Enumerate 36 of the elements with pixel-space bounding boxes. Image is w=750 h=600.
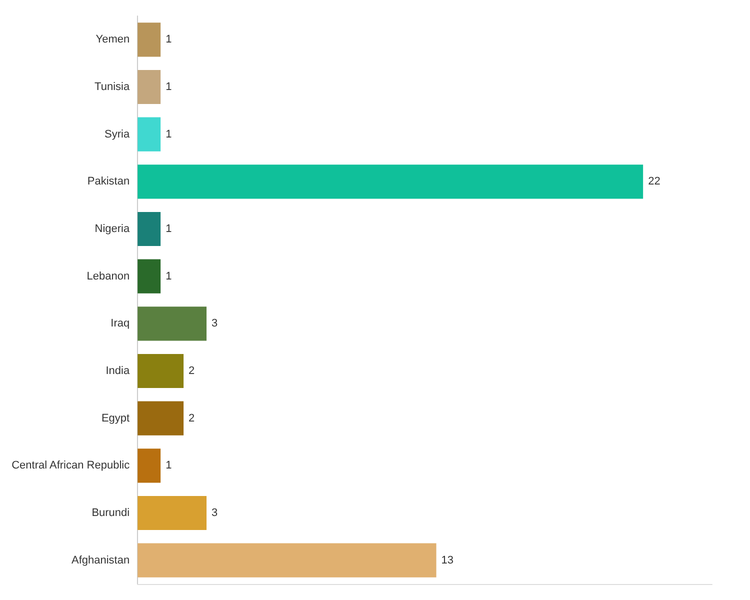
y-tick-label: Syria <box>104 128 130 140</box>
bar <box>138 22 161 57</box>
y-tick-label: Afghanistan <box>72 554 130 566</box>
bar <box>138 543 436 578</box>
y-tick-label: Central African Republic <box>12 460 130 472</box>
data-label: 2 <box>188 412 195 424</box>
bar <box>138 212 161 246</box>
y-tick-label: Yemen <box>96 34 130 46</box>
data-label: 1 <box>166 34 172 46</box>
data-label: 2 <box>188 365 195 377</box>
bar <box>138 117 161 152</box>
y-tick-label: India <box>106 365 130 377</box>
y-tick-label: Lebanon <box>86 270 130 282</box>
y-tick-label: Iraq <box>110 318 130 330</box>
bar <box>138 496 207 530</box>
data-label: 13 <box>441 554 454 566</box>
y-tick-label: Egypt <box>101 412 130 424</box>
y-tick-label: Pakistan <box>87 176 130 188</box>
bar <box>138 448 161 483</box>
bar <box>138 259 161 294</box>
bar <box>138 401 184 436</box>
data-label: 22 <box>648 176 660 188</box>
data-label: 3 <box>212 507 218 519</box>
bar <box>138 354 184 388</box>
y-tick-label: Burundi <box>92 507 130 519</box>
bar <box>138 70 161 104</box>
bar <box>138 306 207 341</box>
data-label: 1 <box>166 81 172 93</box>
bar <box>138 164 644 199</box>
data-label: 1 <box>166 460 172 472</box>
data-label: 1 <box>166 270 172 282</box>
data-label: 3 <box>212 318 218 330</box>
data-label: 1 <box>166 223 172 235</box>
data-label: 1 <box>166 128 172 140</box>
y-tick-label: Nigeria <box>94 223 130 235</box>
y-tick-label: Tunisia <box>94 81 130 93</box>
